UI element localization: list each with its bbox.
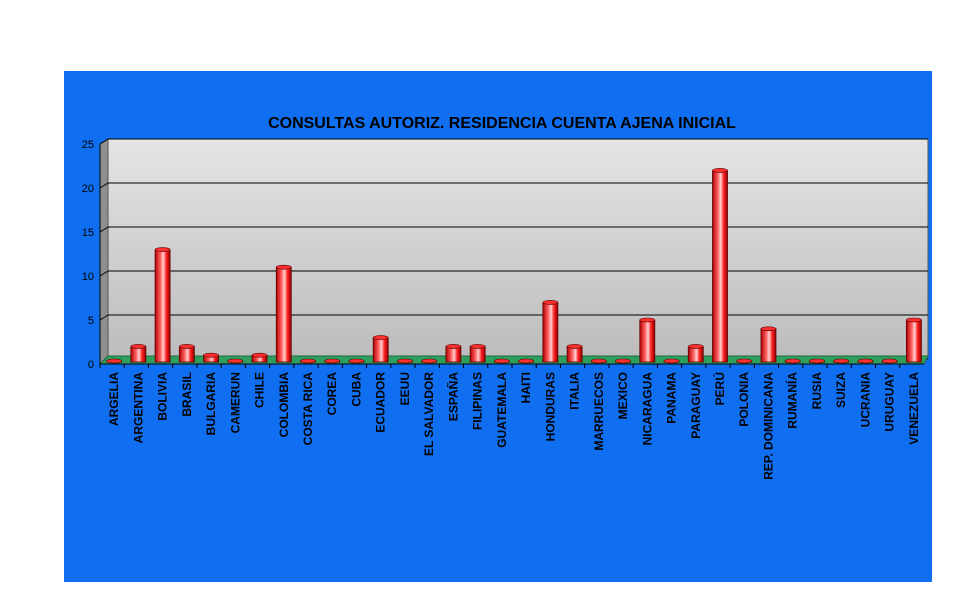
- y-tick-label: 15: [82, 227, 94, 239]
- bar-top: [106, 358, 122, 364]
- y-tick-label: 25: [82, 139, 94, 151]
- category-label: CUBA: [349, 372, 363, 407]
- bar-top: [687, 344, 704, 349]
- plot-back-wall: [107, 138, 929, 357]
- category-label: SUIZA: [834, 372, 848, 408]
- bar: [372, 337, 389, 363]
- bar: [469, 345, 486, 363]
- gridline-depth: [99, 138, 109, 145]
- bar-top: [639, 317, 656, 323]
- category-label: GUATEMALA: [495, 372, 509, 448]
- bar-top: [784, 358, 801, 364]
- category-label: COREA: [325, 372, 339, 416]
- category-label: ECUADOR: [374, 372, 388, 433]
- y-tick-label: 10: [82, 271, 94, 283]
- bar-top: [857, 358, 874, 364]
- bar: [760, 328, 777, 363]
- bar-top: [275, 264, 292, 270]
- y-tick-label: 0: [88, 359, 94, 371]
- bar-top: [809, 358, 825, 364]
- category-label: VENEZUELA: [907, 372, 921, 445]
- gridline-depth: [99, 182, 109, 189]
- category-label: NICARAGUA: [640, 372, 654, 446]
- plot-floor: [98, 355, 929, 365]
- category-label: FILIPINAS: [471, 372, 485, 430]
- bar-top: [542, 300, 559, 305]
- plot-side-wall: [99, 138, 109, 366]
- y-tick-label: 20: [82, 183, 94, 195]
- bar-top: [712, 168, 728, 173]
- bar-top: [203, 352, 219, 358]
- bar: [712, 169, 728, 363]
- category-label: MARRUECOS: [592, 372, 606, 451]
- category-label: RUMANÍA: [785, 372, 800, 429]
- bar-top: [179, 344, 195, 349]
- category-label: RUSIA: [810, 372, 824, 410]
- bar-top: [397, 358, 413, 364]
- category-label: PERÚ: [712, 372, 727, 405]
- category-label: BRASIL: [180, 372, 194, 417]
- bar-top: [906, 317, 922, 323]
- bar-top: [300, 358, 316, 364]
- bar-top: [154, 247, 171, 252]
- bar: [275, 266, 292, 363]
- bar-top: [494, 358, 510, 364]
- bar-top: [566, 344, 583, 349]
- category-label: ARGELIA: [107, 372, 121, 426]
- chart-title: CONSULTAS AUTORIZ. RESIDENCIA CUENTA AJE…: [268, 115, 736, 132]
- bar: [178, 345, 195, 363]
- category-label: HONDURAS: [543, 372, 557, 441]
- category-label: CHILE: [253, 372, 267, 408]
- category-label: MEXICO: [616, 372, 630, 419]
- bar: [542, 301, 559, 363]
- category-label: UCRANIA: [858, 372, 872, 428]
- bar-top: [469, 344, 486, 349]
- bar-top: [421, 358, 437, 364]
- bar-top: [736, 358, 753, 364]
- category-label: POLONIA: [737, 372, 751, 427]
- gridline-depth: [99, 270, 109, 277]
- bar-top: [615, 358, 631, 364]
- category-label: CAMERUN: [228, 372, 242, 433]
- bar-top: [227, 358, 244, 364]
- category-label: URUGUAY: [883, 372, 897, 432]
- category-label: PARAGUAY: [689, 372, 703, 439]
- bar-top: [760, 326, 777, 332]
- bar: [639, 319, 656, 363]
- category-label: HAITI: [519, 372, 533, 403]
- bar: [130, 345, 147, 363]
- category-label: EEUU: [398, 372, 412, 405]
- category-label: REP. DOMINICANA: [761, 372, 775, 480]
- bar-top: [348, 358, 365, 364]
- bar-top: [518, 358, 534, 364]
- gridline-depth: [99, 314, 109, 321]
- bar: [154, 249, 171, 363]
- bar: [445, 345, 462, 363]
- bar-top: [130, 344, 147, 349]
- bar-top: [881, 358, 898, 364]
- bar: [905, 319, 922, 363]
- bar-top: [372, 335, 389, 340]
- y-tick-label: 5: [88, 315, 94, 327]
- category-label: PANAMA: [665, 372, 679, 424]
- bar-top: [324, 358, 341, 364]
- bar-top: [833, 358, 849, 364]
- bar-top: [445, 344, 462, 349]
- category-label: ITALIA: [568, 372, 582, 410]
- category-label: BULGARIA: [204, 372, 218, 436]
- plot-area: 0 5 10 15 20 25 ARGELIA ARGENTINA BOLIVIA BRASIL B…: [82, 138, 929, 480]
- bar: [687, 345, 704, 363]
- category-label: ESPAÑA: [445, 372, 460, 421]
- category-label: BOLIVIA: [156, 372, 170, 421]
- gridline-depth: [99, 226, 109, 233]
- category-label: COSTA RICA: [301, 372, 315, 446]
- category-label: COLOMBIA: [277, 372, 291, 438]
- bar-top: [591, 358, 607, 364]
- bar-top: [663, 358, 680, 364]
- category-label: EL SALVADOR: [422, 372, 436, 456]
- bar-top: [251, 352, 268, 358]
- bar: [566, 345, 583, 363]
- category-label: ARGENTINA: [131, 372, 145, 444]
